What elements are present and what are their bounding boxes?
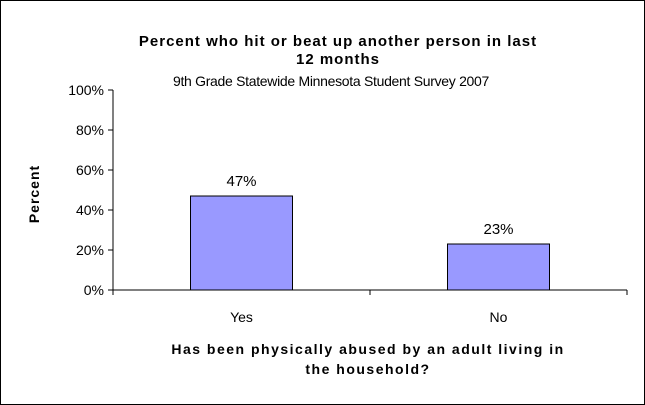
x-axis-ticks: Yes No — [112, 290, 628, 325]
x-tick-label-yes: Yes — [230, 309, 253, 325]
x-tick-label-no: No — [490, 309, 508, 325]
y-tick-label: 80% — [76, 122, 104, 138]
y-tick-label: 60% — [76, 162, 104, 178]
x-axis-title-line-2: the household? — [305, 361, 430, 377]
bar-no — [447, 243, 550, 291]
y-tick-label: 100% — [68, 82, 104, 98]
y-axis-title: Percent — [26, 165, 42, 223]
chart-subtitle: 9th Grade Statewide Minnesota Student Su… — [173, 73, 490, 89]
bar-yes — [190, 195, 293, 291]
y-tick-label: 20% — [76, 242, 104, 258]
chart-title-line-2: 12 months — [296, 51, 380, 68]
bars-group — [190, 195, 550, 291]
chart-title-line-1: Percent who hit or beat up another perso… — [139, 33, 537, 50]
x-axis-title-line-1: Has been physically abused by an adult l… — [171, 341, 564, 357]
y-axis-ticks: 0% 20% 40% 60% 80% 100% — [68, 82, 113, 298]
data-label-no: 23% — [483, 221, 513, 238]
y-tick-label: 0% — [84, 282, 104, 298]
data-label-yes: 47% — [226, 173, 256, 190]
y-tick-label: 40% — [76, 202, 104, 218]
data-labels-group: 47% 23% — [226, 173, 513, 238]
